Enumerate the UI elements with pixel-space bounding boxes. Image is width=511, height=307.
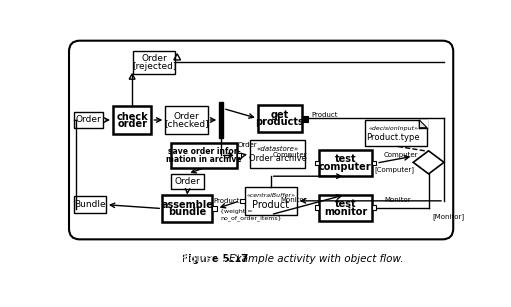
Text: get: get (271, 111, 289, 120)
Text: Order: Order (141, 54, 167, 63)
Text: Order: Order (174, 112, 199, 121)
Text: order: order (117, 119, 147, 129)
Bar (171, 174, 204, 189)
Text: check: check (117, 112, 148, 122)
Bar (365, 120, 427, 146)
Text: Monitor: Monitor (281, 197, 307, 203)
Text: mation in archive: mation in archive (166, 155, 242, 164)
Text: Product: Product (312, 112, 338, 119)
Text: Monitor: Monitor (384, 197, 410, 203)
Text: computer: computer (319, 162, 371, 172)
Polygon shape (420, 120, 427, 128)
Polygon shape (420, 120, 427, 128)
Text: Order: Order (175, 177, 200, 186)
Text: Product: Product (214, 198, 240, 204)
Bar (171, 143, 237, 168)
Text: Product: Product (252, 200, 289, 210)
Bar (240, 199, 245, 203)
Text: {weight =: {weight = (220, 209, 252, 214)
Text: Computer: Computer (384, 152, 419, 158)
Text: Product.type: Product.type (366, 133, 420, 142)
Text: test: test (335, 154, 356, 164)
Bar (74, 111, 103, 128)
Bar (245, 187, 297, 215)
Text: bundle: bundle (168, 208, 206, 217)
Bar (319, 150, 371, 176)
Text: products: products (256, 117, 305, 127)
Bar (237, 153, 242, 158)
FancyBboxPatch shape (69, 41, 453, 239)
Text: assemble: assemble (161, 200, 213, 210)
Bar (212, 206, 217, 211)
Text: Order: Order (76, 115, 101, 125)
Bar (219, 102, 223, 138)
Text: [rejected]: [rejected] (132, 62, 176, 71)
Bar (371, 161, 376, 165)
Bar (319, 195, 371, 221)
Text: [Computer]: [Computer] (375, 166, 415, 173)
Bar (303, 116, 308, 122)
Text: Order archive: Order archive (249, 154, 307, 163)
Text: monitor: monitor (324, 207, 367, 217)
Bar (315, 205, 319, 210)
Bar (258, 105, 303, 132)
Bar (162, 195, 212, 222)
Text: Computer: Computer (272, 152, 307, 158)
Text: [checked]: [checked] (164, 119, 208, 128)
Text: Bundle: Bundle (74, 200, 106, 209)
Text: Example activity with object flow.: Example activity with object flow. (216, 254, 404, 264)
Bar (371, 205, 376, 210)
Bar (113, 106, 151, 134)
Text: Order: Order (238, 142, 258, 148)
Text: Figure 5.17: Figure 5.17 (181, 254, 248, 264)
Text: test: test (335, 199, 356, 209)
Text: «decisionInput»: «decisionInput» (368, 126, 418, 131)
Bar (165, 106, 207, 134)
Text: save order infor-: save order infor- (168, 147, 241, 156)
Text: no_of_order_items}: no_of_order_items} (220, 215, 282, 221)
Bar (315, 161, 319, 165)
Text: «datastore»: «datastore» (257, 146, 299, 152)
Text: Figure 5.17    Example activity with object flow.: Figure 5.17 Example activity with object… (181, 254, 427, 264)
Text: «centralBuffer»: «centralBuffer» (246, 193, 295, 198)
Text: [Monitor]: [Monitor] (432, 214, 464, 220)
Bar (133, 51, 175, 74)
Bar (74, 196, 106, 213)
Bar (250, 140, 306, 168)
